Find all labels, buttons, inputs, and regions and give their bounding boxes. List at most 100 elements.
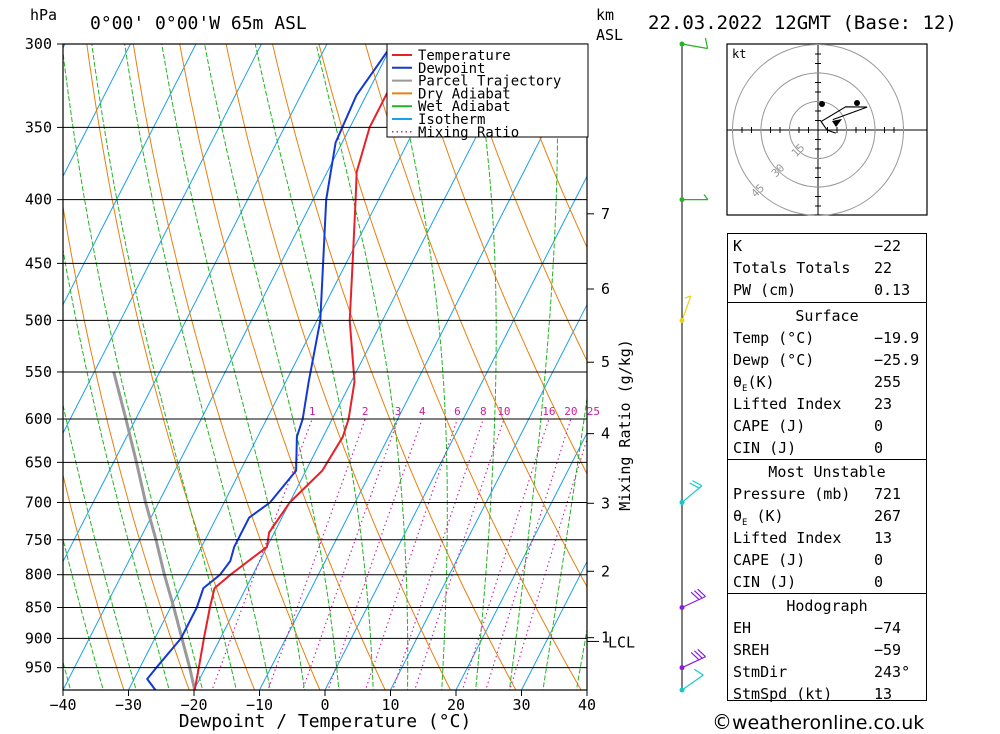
- dry-adiabat-line: [86, 44, 256, 690]
- hodograph-trace: [820, 106, 868, 134]
- wet-adiabat-line: [124, 44, 271, 690]
- section-divider: [728, 593, 926, 594]
- index-value: 243°: [874, 663, 911, 681]
- temp-tick-label: 40: [578, 696, 596, 714]
- index-key: θE (K): [733, 507, 784, 528]
- hodograph-point: [819, 101, 825, 107]
- index-key: Pressure (mb): [733, 485, 851, 503]
- index-key: CIN (J): [733, 439, 797, 457]
- theta-symbol: θ: [733, 373, 743, 391]
- theta-symbol: θ: [733, 507, 743, 525]
- dewpoint-line: [146, 44, 394, 690]
- isotherm-line: [324, 175, 587, 690]
- legend-label: Wet Adiabat: [418, 99, 511, 115]
- mu-li-row: Lifted Index 13: [728, 527, 926, 548]
- lcl-label: LCL: [608, 633, 635, 651]
- pressure-tick-label: 400: [25, 191, 52, 209]
- temp-tick-label: 0: [320, 696, 329, 714]
- pressure-tick-label: 800: [25, 566, 52, 584]
- pressure-unit-label: hPa: [30, 6, 57, 24]
- mixing-ratio-label: 3: [395, 405, 402, 418]
- km-tick-label: 6: [601, 280, 610, 298]
- index-key: SREH: [733, 641, 770, 659]
- mixing-ratio-label: 16: [542, 405, 555, 418]
- site-credit[interactable]: ©weatheronline.co.uk: [712, 710, 924, 734]
- index-value: −59: [874, 641, 902, 659]
- mu-theta-row: θE (K) 267: [728, 505, 926, 528]
- index-value: 0: [874, 417, 884, 435]
- surface-temp-row: Temp (°C) −19.9: [728, 327, 926, 348]
- dry-adiabat-line: [179, 44, 386, 690]
- hodo-sreh-row: SREH −59: [728, 639, 926, 660]
- temp-tick-label: 30: [512, 696, 530, 714]
- wet-adiabat-line: [388, 44, 448, 690]
- index-value: 0: [874, 551, 884, 569]
- hodograph-unit: kt: [732, 47, 746, 61]
- index-row-totals: Totals Totals 22: [728, 257, 926, 278]
- isotherm-line: [63, 44, 394, 690]
- copyright-icon: ©: [712, 710, 732, 734]
- index-value: −74: [874, 619, 902, 637]
- index-value: 13: [874, 685, 893, 703]
- km-tick-label: 2: [601, 562, 610, 580]
- temp-tick-label: −30: [115, 696, 142, 714]
- mixing-ratio-label: 8: [480, 405, 487, 418]
- wet-adiabat-line: [63, 48, 204, 690]
- temp-tick-label: −20: [180, 696, 207, 714]
- index-key: StmDir: [733, 663, 788, 681]
- legend-box: [386, 43, 589, 138]
- surface-cape-row: CAPE (J) 0: [728, 415, 926, 436]
- hodograph-ring: [732, 44, 904, 216]
- wind-barb-flag: [704, 37, 709, 49]
- wind-barb-flag: [693, 668, 704, 676]
- wind-barb-flag: [689, 482, 700, 489]
- legend-label: Dewpoint: [418, 61, 485, 77]
- mu-cape-row: CAPE (J) 0: [728, 549, 926, 570]
- index-key: EH: [733, 619, 752, 637]
- mixing-ratio-label: 20: [564, 405, 577, 418]
- index-value: 0: [874, 439, 884, 457]
- dry-adiabat-line: [63, 203, 190, 690]
- wind-profile: [679, 37, 709, 693]
- pressure-tick-label: 550: [25, 363, 52, 381]
- index-key: Temp (°C): [733, 329, 815, 347]
- pressure-tick-label: 600: [25, 410, 52, 428]
- hodograph-header: Hodograph: [728, 595, 926, 616]
- index-key: Dewp (°C): [733, 351, 815, 369]
- hodo-stmdir-row: StmDir 243°: [728, 661, 926, 682]
- surface-cin-row: CIN (J) 0: [728, 437, 926, 458]
- index-value: 22: [874, 259, 893, 277]
- surface-title: Surface: [795, 307, 859, 325]
- temperature-line: [193, 44, 417, 690]
- surface-header: Surface: [728, 305, 926, 326]
- wet-adiabat-line: [63, 537, 104, 690]
- dry-adiabat-line: [411, 44, 587, 475]
- wet-adiabat-line: [204, 44, 340, 690]
- wind-barb-flag: [690, 651, 700, 661]
- dry-adiabat-line: [504, 44, 587, 249]
- wind-barb-flag: [703, 194, 709, 201]
- wind-barb-shaft: [681, 674, 704, 691]
- pressure-tick-label: 850: [25, 599, 52, 617]
- isotherm-line: [63, 44, 328, 563]
- wind-barb-flag: [690, 591, 700, 601]
- most-unstable-header: Most Unstable: [728, 461, 926, 482]
- hodograph-ring: [760, 72, 876, 188]
- mixing-ratio-label: 10: [497, 405, 510, 418]
- wind-barb-flag: [694, 650, 703, 659]
- index-row-k: K −22: [728, 235, 926, 256]
- x-axis-label: Dewpoint / Temperature (°C): [179, 711, 472, 732]
- mu-pressure-row: Pressure (mb) 721: [728, 483, 926, 504]
- dry-adiabat-line: [271, 44, 517, 690]
- isotherm-line: [63, 44, 197, 306]
- most-unstable-title: Most Unstable: [768, 463, 886, 481]
- wet-adiabat-line: [161, 44, 306, 690]
- index-key: CIN (J): [733, 573, 797, 591]
- theta-subscript: E: [742, 518, 748, 528]
- storm-motion-arrow: [832, 119, 842, 127]
- wind-barb-flag: [697, 588, 706, 597]
- isotherm-line: [63, 44, 263, 435]
- km-tick-label: 1: [601, 629, 610, 647]
